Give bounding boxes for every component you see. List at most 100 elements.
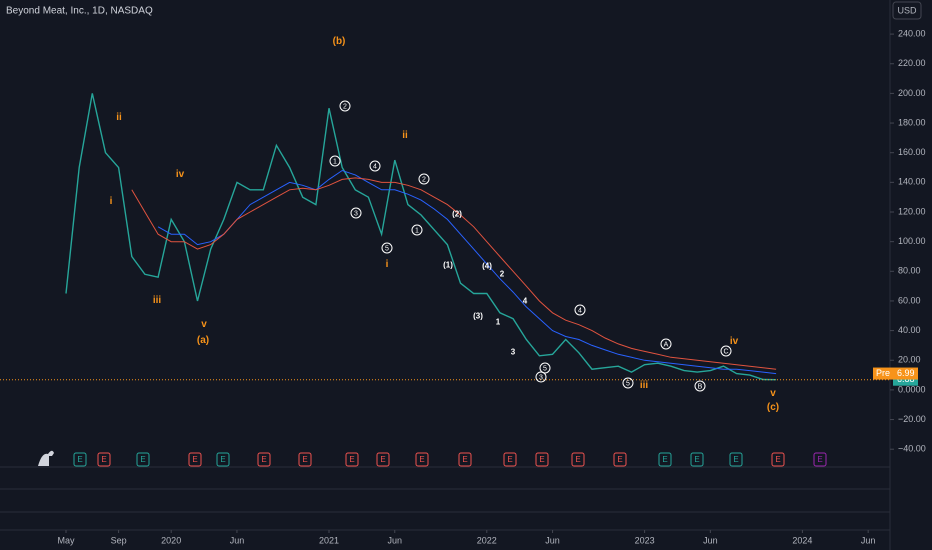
wave-label: B xyxy=(698,383,703,390)
earnings-marker xyxy=(136,452,150,467)
earnings-marker xyxy=(813,452,827,467)
earnings-label: E xyxy=(733,455,738,464)
x-tick-label: Jun xyxy=(861,535,876,545)
y-tick-label: 0.0000 xyxy=(898,384,926,394)
wave-label: (2) xyxy=(452,210,462,219)
wave-label: (a) xyxy=(197,335,209,346)
earnings-label: E xyxy=(302,455,307,464)
earnings-label: E xyxy=(380,455,385,464)
wave-label: 4 xyxy=(523,297,528,306)
earnings-label: E xyxy=(192,455,197,464)
x-tick-label: Jun xyxy=(703,535,718,545)
y-tick-label: 140.00 xyxy=(898,177,926,187)
wave-label: (c) xyxy=(767,402,779,413)
earnings-label: E xyxy=(617,455,622,464)
y-tick-label: 220.00 xyxy=(898,58,926,68)
x-tick-label: May xyxy=(57,535,75,545)
wave-circle xyxy=(381,242,393,254)
wave-label: 4 xyxy=(373,163,377,170)
wave-label: 5 xyxy=(385,245,389,252)
x-tick-label: Sep xyxy=(111,535,127,545)
wave-label: (4) xyxy=(482,262,492,271)
pre-label: 6.99 xyxy=(897,368,915,378)
wave-label: 3 xyxy=(354,210,358,217)
earnings-label: E xyxy=(261,455,266,464)
x-tick-label: 2022 xyxy=(477,535,497,545)
wave-label: ii xyxy=(402,130,408,141)
earnings-marker xyxy=(613,452,627,467)
wave-label: v xyxy=(770,388,776,399)
wave-label: (b) xyxy=(333,36,346,47)
earnings-marker xyxy=(658,452,672,467)
x-tick-label: 2023 xyxy=(635,535,655,545)
wave-label: iii xyxy=(640,380,649,391)
earnings-label: E xyxy=(507,455,512,464)
chart-title: Beyond Meat, Inc., 1D, NASDAQ xyxy=(6,6,153,17)
wave-circle xyxy=(411,224,423,236)
earnings-label: E xyxy=(775,455,780,464)
earnings-marker xyxy=(729,452,743,467)
y-tick-label: 60.00 xyxy=(898,295,921,305)
pre-tag: Pre xyxy=(876,368,890,378)
y-tick-label: 200.00 xyxy=(898,88,926,98)
x-tick-label: Jun xyxy=(387,535,402,545)
wave-label: 1 xyxy=(333,158,337,165)
wave-circle xyxy=(660,338,672,350)
wave-label: 1 xyxy=(496,318,501,327)
y-tick-label: 120.00 xyxy=(898,206,926,216)
wave-label: C xyxy=(723,348,728,355)
wave-circle xyxy=(339,100,351,112)
earnings-label: E xyxy=(575,455,580,464)
earnings-label: E xyxy=(101,455,106,464)
wave-label: 2 xyxy=(500,270,505,279)
wave-circle xyxy=(350,207,362,219)
earnings-marker xyxy=(257,452,271,467)
earnings-label: E xyxy=(220,455,225,464)
earnings-label: E xyxy=(462,455,467,464)
wave-label: iv xyxy=(176,169,185,180)
currency[interactable]: USD xyxy=(897,5,917,15)
wave-label: 4 xyxy=(578,307,582,314)
earnings-marker xyxy=(188,452,202,467)
wave-circle xyxy=(720,345,732,357)
y-tick-label: 80.00 xyxy=(898,266,921,276)
earnings-label: E xyxy=(539,455,544,464)
wave-label: A xyxy=(664,341,669,348)
y-tick-label: 160.00 xyxy=(898,147,926,157)
wave-label: 2 xyxy=(422,176,426,183)
wave-circle xyxy=(694,380,706,392)
pre-box xyxy=(873,367,918,380)
wave-circle xyxy=(329,155,341,167)
wave-label: ii xyxy=(116,112,122,123)
wave-label: 3 xyxy=(511,348,516,357)
earnings-label: E xyxy=(419,455,424,464)
wave-label: 5 xyxy=(543,365,547,372)
logo xyxy=(38,450,54,466)
y-tick-label: 240.00 xyxy=(898,28,926,38)
currency-button[interactable] xyxy=(892,1,922,20)
x-tick-label: Jun xyxy=(230,535,245,545)
earnings-label: E xyxy=(662,455,667,464)
x-tick-label: Jun xyxy=(545,535,560,545)
earnings-label: E xyxy=(349,455,354,464)
earnings-marker xyxy=(458,452,472,467)
y-tick-label: −20.00 xyxy=(898,414,926,424)
y-tick-label: 20.00 xyxy=(898,355,921,365)
y-tick-label: −40.00 xyxy=(898,444,926,454)
earnings-label: E xyxy=(77,455,82,464)
earnings-marker xyxy=(771,452,785,467)
x-tick-label: 2020 xyxy=(161,535,181,545)
x-tick-label: 2024 xyxy=(792,535,812,545)
moving-average xyxy=(157,169,777,375)
y-tick-label: 40.00 xyxy=(898,325,921,335)
wave-circle xyxy=(369,160,381,172)
wave-circle xyxy=(535,371,547,383)
wave-label: 5 xyxy=(626,380,630,387)
wave-label: iv xyxy=(730,336,739,347)
wave-label: 3 xyxy=(539,374,543,381)
earnings-marker xyxy=(216,452,230,467)
earnings-marker xyxy=(571,452,585,467)
earnings-marker xyxy=(298,452,312,467)
wave-label: 1 xyxy=(415,227,419,234)
